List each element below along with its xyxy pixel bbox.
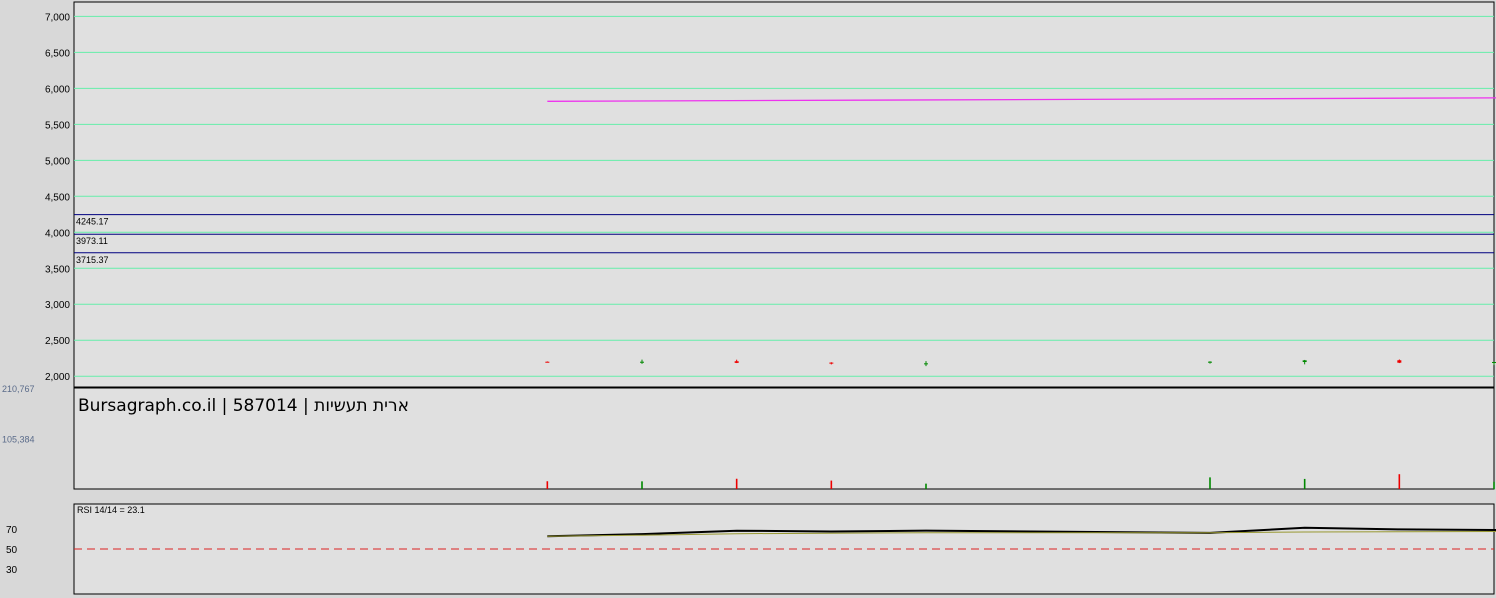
- candlesticks: [545, 359, 1496, 367]
- y-tick-label: 3,000: [45, 300, 70, 311]
- y-tick-label: 5,000: [45, 156, 70, 167]
- volume-bar: [641, 481, 643, 489]
- rsi-tick-label: 50: [6, 545, 18, 556]
- candle-body: [1208, 361, 1212, 363]
- rsi-tick-label: 30: [6, 565, 18, 576]
- rsi-lines: [74, 526, 1496, 550]
- y-tick-label: 6,500: [45, 48, 70, 59]
- rsi-tick-label: 70: [6, 525, 18, 536]
- y-tick-label: 7,000: [45, 12, 70, 23]
- axis-labels: MayJunJulAugSepOctNovDec2026FebMarApr7,0…: [2, 12, 70, 576]
- volume-bar: [1209, 477, 1211, 489]
- y-tick-label: 5,500: [45, 120, 70, 131]
- rsi-label: RSI 14/14 = 23.1: [77, 505, 145, 515]
- watermark: Bursagraph.co.il | 587014 | ארית תעשיות: [78, 396, 409, 416]
- candle-body: [1492, 361, 1496, 363]
- candle-body: [545, 361, 550, 363]
- volume-bars: [546, 474, 1495, 489]
- volume-bar: [1493, 481, 1495, 489]
- y-tick-label: 3,500: [45, 264, 70, 275]
- y-tick-label: 4,000: [45, 228, 70, 239]
- volume-bar: [735, 478, 738, 489]
- volume-tick-label: 210,767: [2, 384, 35, 394]
- y-tick-label: 2,500: [45, 336, 70, 347]
- volume-bar: [1303, 478, 1306, 489]
- volume-panel: [73, 387, 1495, 490]
- grid-lines: [74, 15, 1494, 377]
- volume-bar: [830, 480, 833, 489]
- candle-body: [829, 362, 834, 364]
- y-tick-label: 6,000: [45, 84, 70, 95]
- candle-body: [1397, 360, 1402, 363]
- candle-body: [734, 361, 739, 363]
- price-level-label: 3973.11: [76, 236, 108, 246]
- volume-bar: [546, 481, 549, 489]
- price-panel: [73, 1, 1495, 388]
- volume-bar: [1398, 474, 1401, 489]
- price-level-label: 3715.37: [76, 255, 109, 265]
- volume-tick-label: 105,384: [2, 435, 35, 445]
- candle-body: [924, 363, 928, 365]
- y-tick-label: 2,000: [45, 372, 70, 383]
- horizontal-levels: 4245.17 3973.11 3715.37: [74, 214, 1494, 265]
- y-tick-label: 4,500: [45, 192, 70, 203]
- price-level-label: 4245.17: [76, 217, 109, 227]
- candle-body: [1302, 360, 1307, 363]
- volume-bar: [925, 483, 927, 489]
- candle-body: [640, 361, 644, 363]
